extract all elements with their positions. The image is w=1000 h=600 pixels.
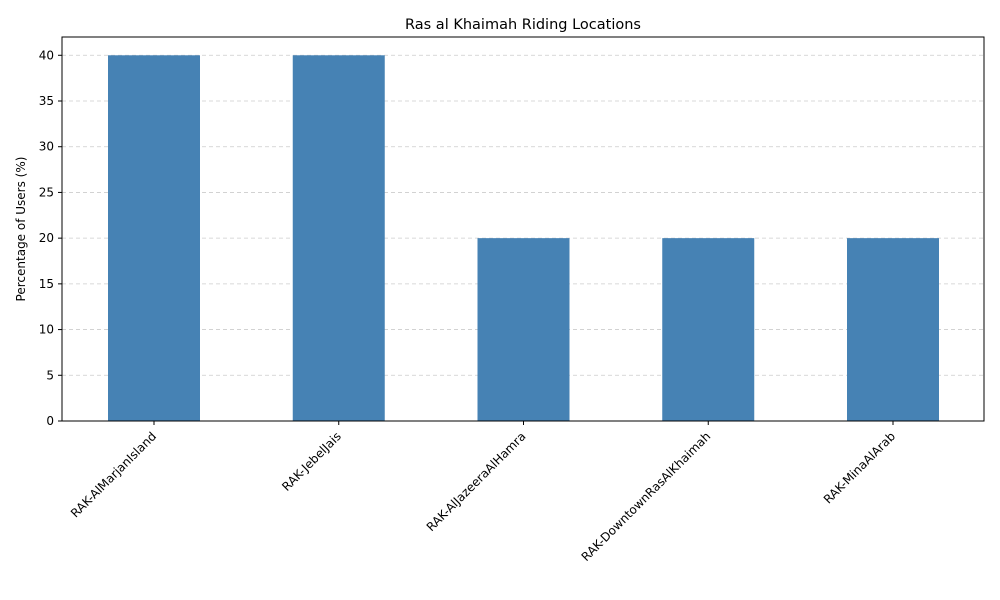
- bar: [662, 238, 755, 421]
- x-tick-label: RAK-AlMarjanIsland: [68, 429, 159, 520]
- y-tick-label: 15: [39, 277, 54, 291]
- bars: [108, 55, 939, 422]
- y-tick-label: 25: [39, 185, 54, 199]
- x-tick-label: RAK-AlJazeeraAlHamra: [424, 429, 529, 534]
- y-tick-label: 40: [39, 48, 54, 62]
- y-tick-label: 35: [39, 94, 54, 108]
- y-axis-label: Percentage of Users (%): [14, 157, 28, 302]
- y-tick-label: 20: [39, 231, 54, 245]
- y-tick-label: 30: [39, 140, 54, 154]
- chart-title: Ras al Khaimah Riding Locations: [405, 17, 641, 33]
- bar: [477, 238, 570, 421]
- x-axis-ticks: RAK-AlMarjanIsland RAK-JebelJais RAK-AlJaz…: [68, 421, 898, 564]
- y-axis-ticks: 0 5 10 15 20 25 30 35 40: [39, 48, 62, 428]
- y-tick-label: 5: [46, 368, 54, 382]
- x-tick-label: RAK-DowntownRasAlKhaimah: [579, 429, 714, 564]
- x-tick-label: RAK-JebelJais: [279, 429, 344, 494]
- bar: [847, 238, 939, 421]
- x-tick-label: RAK-MinaAlArab: [821, 429, 898, 506]
- y-tick-label: 10: [39, 323, 54, 337]
- bar: [292, 55, 385, 422]
- y-tick-label: 0: [46, 414, 54, 428]
- bar: [108, 55, 200, 422]
